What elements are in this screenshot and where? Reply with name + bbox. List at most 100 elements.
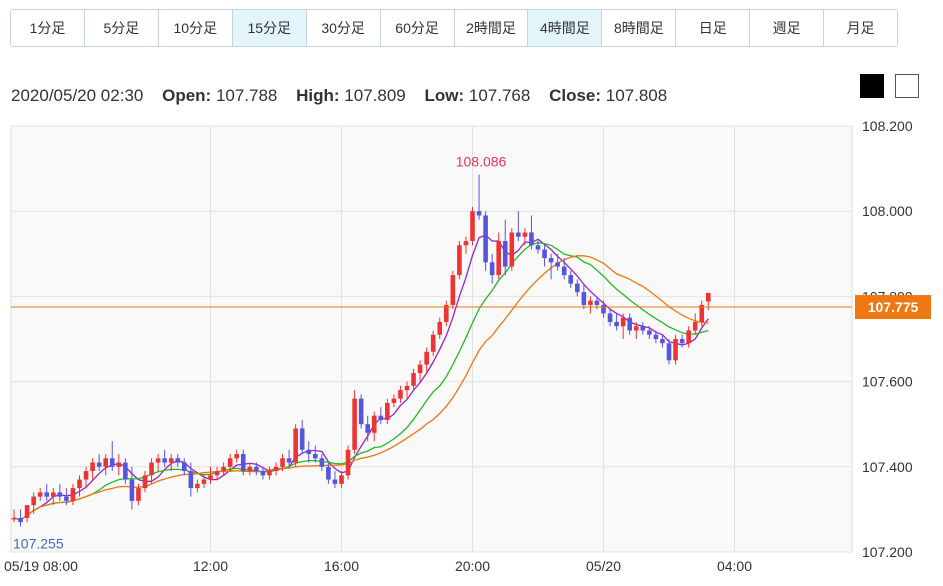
tab-10[interactable]: 日足 <box>676 10 751 46</box>
candle-body <box>116 462 122 467</box>
candle-body <box>286 458 292 463</box>
candle-body <box>182 462 187 472</box>
candle-body <box>371 415 377 433</box>
candle-body <box>706 292 711 302</box>
candle-body <box>299 428 305 450</box>
tab-1[interactable]: 1分足 <box>11 10 85 46</box>
tab-8[interactable]: 4時間足 <box>528 10 603 46</box>
candle-body <box>319 458 325 467</box>
candle-body <box>352 398 357 450</box>
candle-body <box>457 245 462 276</box>
candle-body <box>496 241 501 276</box>
candle-body <box>273 466 279 472</box>
candle-body <box>234 454 239 459</box>
candle-body <box>561 266 567 276</box>
max-price-label: 108.086 <box>456 154 507 170</box>
candle-body <box>444 304 449 322</box>
candle-body <box>640 326 646 331</box>
candle-body <box>633 326 639 331</box>
candle-body <box>227 458 233 467</box>
candle-body <box>96 462 102 467</box>
tab-6[interactable]: 60分足 <box>380 10 455 46</box>
candle-body <box>64 496 69 501</box>
candle-body <box>522 232 528 237</box>
candle-body <box>653 334 659 339</box>
candle-body <box>201 479 207 484</box>
current-price-label: 107.775 <box>868 299 919 315</box>
candle-body <box>627 317 632 331</box>
candle-body <box>470 211 475 242</box>
candle-body <box>679 339 685 344</box>
candle-body <box>516 232 521 237</box>
candle-body <box>555 262 560 267</box>
candle-body <box>129 479 135 501</box>
candle-body <box>548 258 554 263</box>
candle-body <box>430 334 436 352</box>
light-theme-button[interactable] <box>895 74 919 98</box>
candle-body <box>391 398 397 403</box>
candle-body <box>83 471 89 480</box>
candle-body <box>699 304 705 322</box>
tab-11[interactable]: 週足 <box>750 10 825 46</box>
candle-body <box>240 454 246 472</box>
x-tick-label: 16:00 <box>324 558 359 574</box>
tab-3[interactable]: 10分足 <box>158 10 233 46</box>
candle-body <box>44 492 50 497</box>
candle-body <box>339 475 344 484</box>
x-tick-label: 05/19 08:00 <box>4 558 78 574</box>
candle-body <box>647 330 652 335</box>
ohlc-datetime: 2020/05/20 02:30 <box>11 86 144 105</box>
dark-theme-button[interactable] <box>860 74 884 98</box>
candle-body <box>588 300 593 305</box>
candle-body <box>293 428 298 463</box>
candle-body <box>51 492 56 497</box>
low-label: Low: <box>424 86 465 105</box>
candle-body <box>692 321 698 331</box>
candle-body <box>208 475 213 480</box>
candle-body <box>195 483 200 489</box>
candle-body <box>345 449 351 476</box>
candle-body <box>581 292 587 305</box>
candle-body <box>385 402 390 420</box>
tab-4[interactable]: 15分足 <box>232 10 307 46</box>
candle-body <box>476 211 482 216</box>
close-value: 107.808 <box>605 86 668 105</box>
ma-mid-line <box>13 242 709 521</box>
ohlc-readout: 2020/05/20 02:30 Open: 107.788 High: 107… <box>11 86 667 106</box>
y-tick-label: 107.200 <box>862 544 913 560</box>
candle-body <box>686 330 691 344</box>
tab-2[interactable]: 5分足 <box>84 10 159 46</box>
candle-body <box>332 479 338 484</box>
candle-body <box>103 458 108 467</box>
open-label: Open: <box>162 86 212 105</box>
candle-body <box>404 385 410 391</box>
tab-12[interactable]: 月足 <box>824 10 897 46</box>
candle-body <box>123 462 128 480</box>
tab-5[interactable]: 30分足 <box>306 10 381 46</box>
candle-body <box>306 449 312 455</box>
x-tick-label: 04:00 <box>717 558 752 574</box>
candle-body <box>247 466 253 472</box>
candle-body <box>31 496 36 506</box>
candle-body <box>267 471 272 476</box>
candle-body <box>155 458 161 463</box>
tab-7[interactable]: 2時間足 <box>454 10 529 46</box>
candle-body <box>489 262 495 276</box>
candle-body <box>463 241 469 246</box>
candle-body <box>666 343 672 361</box>
candle-body <box>660 339 665 344</box>
timeframe-tabs: 1分足 5分足 10分足 15分足 30分足 60分足 2時間足 4時間足 8時間足 日足 週足 月足 <box>10 9 898 47</box>
candle-body <box>424 351 429 365</box>
open-value: 107.788 <box>215 86 278 105</box>
candle-body <box>673 339 678 361</box>
y-tick-label: 107.600 <box>862 374 913 390</box>
candle-body <box>620 317 626 327</box>
candle-body <box>358 398 364 425</box>
tab-9[interactable]: 8時間足 <box>602 10 677 46</box>
candle-body <box>614 321 619 327</box>
close-label: Close: <box>549 86 602 105</box>
candle-body <box>221 466 226 472</box>
candle-body <box>483 215 488 263</box>
current-price-tag <box>855 295 931 320</box>
candle-body <box>168 458 174 463</box>
